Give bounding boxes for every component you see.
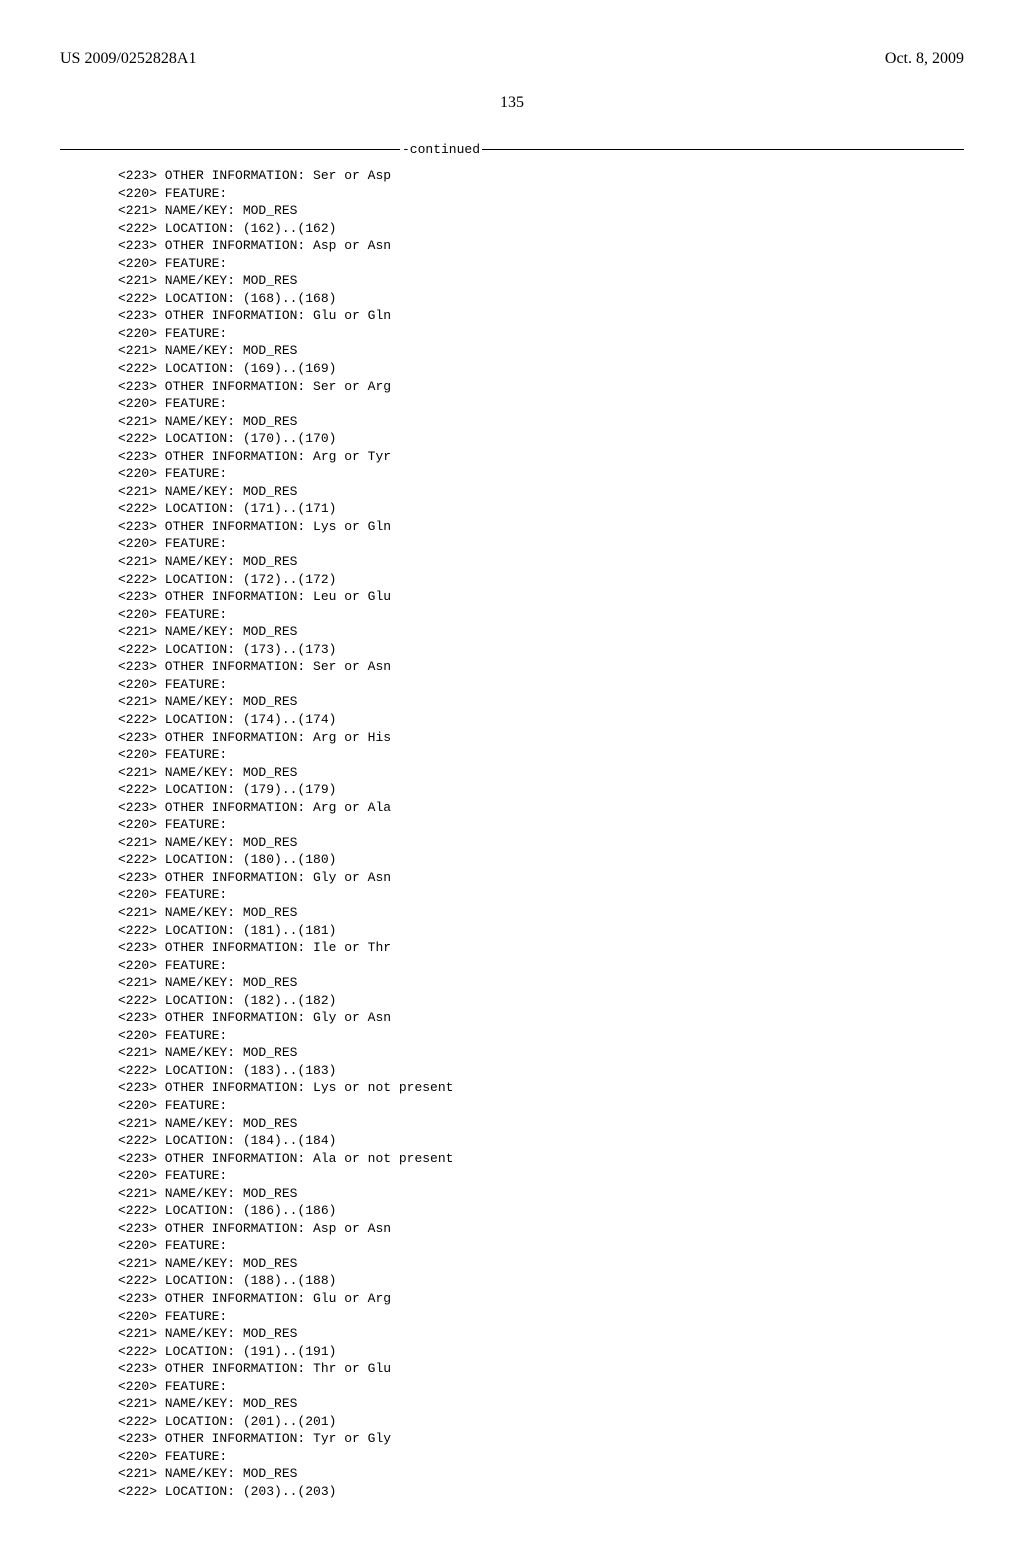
divider-line-left bbox=[60, 149, 400, 150]
continued-divider: -continued bbox=[60, 142, 964, 157]
page-number: 135 bbox=[60, 94, 964, 112]
publication-number: US 2009/0252828A1 bbox=[60, 50, 196, 68]
divider-line-right bbox=[482, 149, 964, 150]
continued-label: -continued bbox=[400, 142, 482, 157]
page-header: US 2009/0252828A1 Oct. 8, 2009 bbox=[60, 50, 964, 68]
publication-date: Oct. 8, 2009 bbox=[885, 50, 964, 68]
patent-page: US 2009/0252828A1 Oct. 8, 2009 135 -cont… bbox=[0, 0, 1024, 1541]
sequence-listing: <223> OTHER INFORMATION: Ser or Asp <220… bbox=[118, 167, 964, 1501]
